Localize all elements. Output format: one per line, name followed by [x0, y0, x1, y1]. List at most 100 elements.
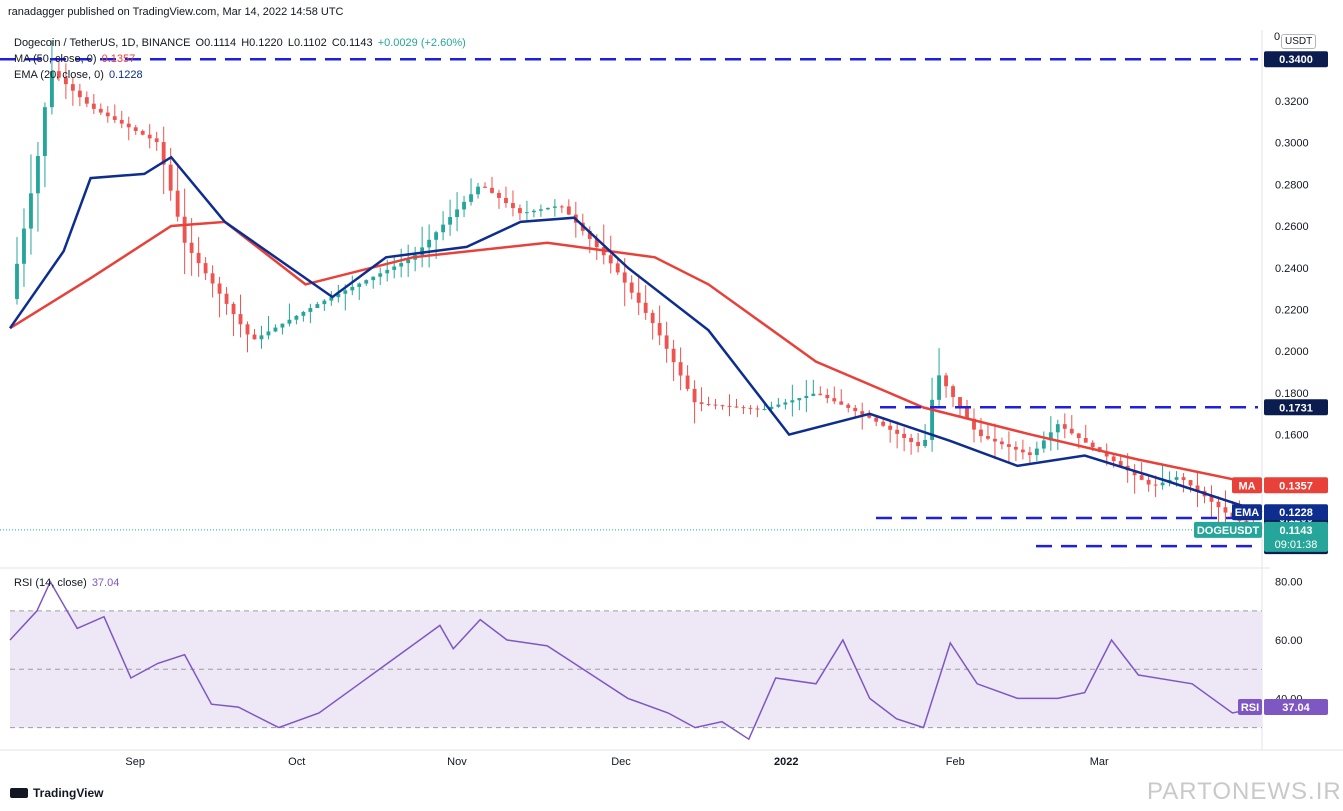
time-tick-label: 2022: [774, 756, 798, 768]
candle-body: [783, 402, 788, 405]
candle-body: [762, 408, 767, 410]
time-tick-label: Sep: [125, 756, 145, 768]
candle-body: [853, 407, 858, 412]
candle-body: [63, 77, 68, 85]
candle-body: [972, 418, 976, 430]
candle-body: [1000, 441, 1004, 445]
last-price-badge: [1264, 521, 1328, 552]
candle-body: [776, 404, 781, 407]
candle-body: [175, 190, 180, 217]
candle-body: [839, 401, 844, 405]
candle-body: [49, 71, 54, 108]
candle-body: [965, 407, 969, 419]
candle-body: [133, 127, 138, 131]
candle-body: [720, 405, 725, 407]
time-tick-label: Feb: [946, 756, 965, 768]
candle-body: [909, 437, 914, 443]
candle-body: [441, 224, 446, 233]
rsi-value-badge: [1264, 699, 1328, 716]
footer-brand-label: TradingView: [33, 786, 104, 800]
candle-body: [518, 208, 522, 214]
candle-body: [238, 314, 243, 325]
candle-body: [406, 259, 411, 264]
candle-body: [336, 293, 341, 298]
candle-body: [280, 323, 285, 328]
candle-body: [1188, 480, 1193, 486]
rsi-name-badge-label: RSI: [1241, 702, 1259, 714]
candle-body: [490, 187, 494, 193]
candle-body: [161, 142, 166, 165]
price-axis-zero: 0: [1274, 31, 1280, 43]
candle-body: [203, 263, 208, 274]
candle-body: [462, 201, 466, 210]
candle-body: [671, 348, 676, 363]
rsi-tick-label: 60.00: [1275, 635, 1303, 647]
candle-body: [399, 263, 404, 267]
candle-body: [867, 414, 872, 418]
candle-body: [357, 283, 362, 287]
candle-body: [273, 327, 278, 332]
ma-line: [9, 220, 1263, 487]
rsi-legend-label: RSI (14, close): [14, 577, 87, 589]
candle-body: [189, 242, 194, 253]
close-value: C0.1143: [331, 37, 373, 49]
candle-body: [545, 207, 550, 210]
candle-body: [343, 290, 348, 294]
candle-body: [1069, 428, 1074, 434]
candle-body: [182, 216, 187, 243]
symbol-badge-label: DOGEUSDT: [1197, 525, 1260, 537]
candle-body: [678, 362, 683, 376]
candle-body: [664, 335, 669, 349]
candle-body: [476, 186, 480, 195]
candle-body: [15, 263, 19, 300]
candle-body: [741, 407, 746, 409]
candle-body: [140, 130, 145, 135]
candle-body: [1104, 451, 1109, 457]
symbol-name: Dogecoin / TetherUS, 1D, BINANCE: [14, 37, 191, 49]
ma-legend[interactable]: MA (50, close, 0) 0.1357: [14, 53, 135, 65]
symbol-badge: [1194, 521, 1262, 538]
candle-body: [210, 273, 215, 284]
ema-legend[interactable]: EMA (20, close, 0) 0.1228: [14, 69, 143, 81]
candle-body: [1153, 484, 1158, 486]
candle-body: [315, 304, 320, 309]
candle-body: [105, 112, 110, 117]
open-value: O0.1114: [195, 37, 237, 49]
rsi-legend[interactable]: RSI (14, close) 37.04: [14, 577, 119, 589]
candle-body: [797, 398, 802, 401]
candle-body: [531, 210, 536, 213]
series-value-badge: [1264, 504, 1328, 521]
ema-legend-label: EMA (20, close, 0): [14, 69, 104, 81]
candle-body: [483, 186, 487, 188]
candle-body: [902, 433, 907, 438]
candle-body: [427, 239, 432, 248]
candle-body: [951, 386, 955, 398]
candle-body: [1195, 485, 1200, 491]
candle-body: [713, 404, 718, 406]
footer-brand[interactable]: TradingView: [10, 786, 103, 800]
candle-body: [755, 408, 760, 410]
currency-button[interactable]: USDT: [1281, 34, 1317, 49]
candle-body: [1062, 424, 1067, 429]
series-value-badge: [1264, 477, 1328, 494]
candle-body: [685, 375, 690, 389]
candle-body: [29, 193, 33, 229]
candle-body: [91, 103, 96, 109]
candle-body: [259, 335, 264, 340]
last-price-value: 0.1143: [1279, 525, 1312, 537]
candle-body: [594, 238, 599, 248]
ema-line: [8, 155, 1263, 514]
rsi-name-badge: [1238, 699, 1262, 716]
candle-body: [70, 84, 75, 91]
candle-body: [811, 393, 816, 396]
candle-body: [706, 403, 711, 405]
candle-body: [22, 228, 26, 264]
candle-body: [301, 311, 306, 316]
candle-body: [650, 312, 655, 324]
candle-body: [1139, 475, 1144, 480]
candle-body: [566, 206, 571, 215]
candle-body: [112, 116, 117, 120]
time-tick-label: Nov: [447, 756, 467, 768]
countdown-timer: 09:01:38: [1275, 539, 1318, 551]
